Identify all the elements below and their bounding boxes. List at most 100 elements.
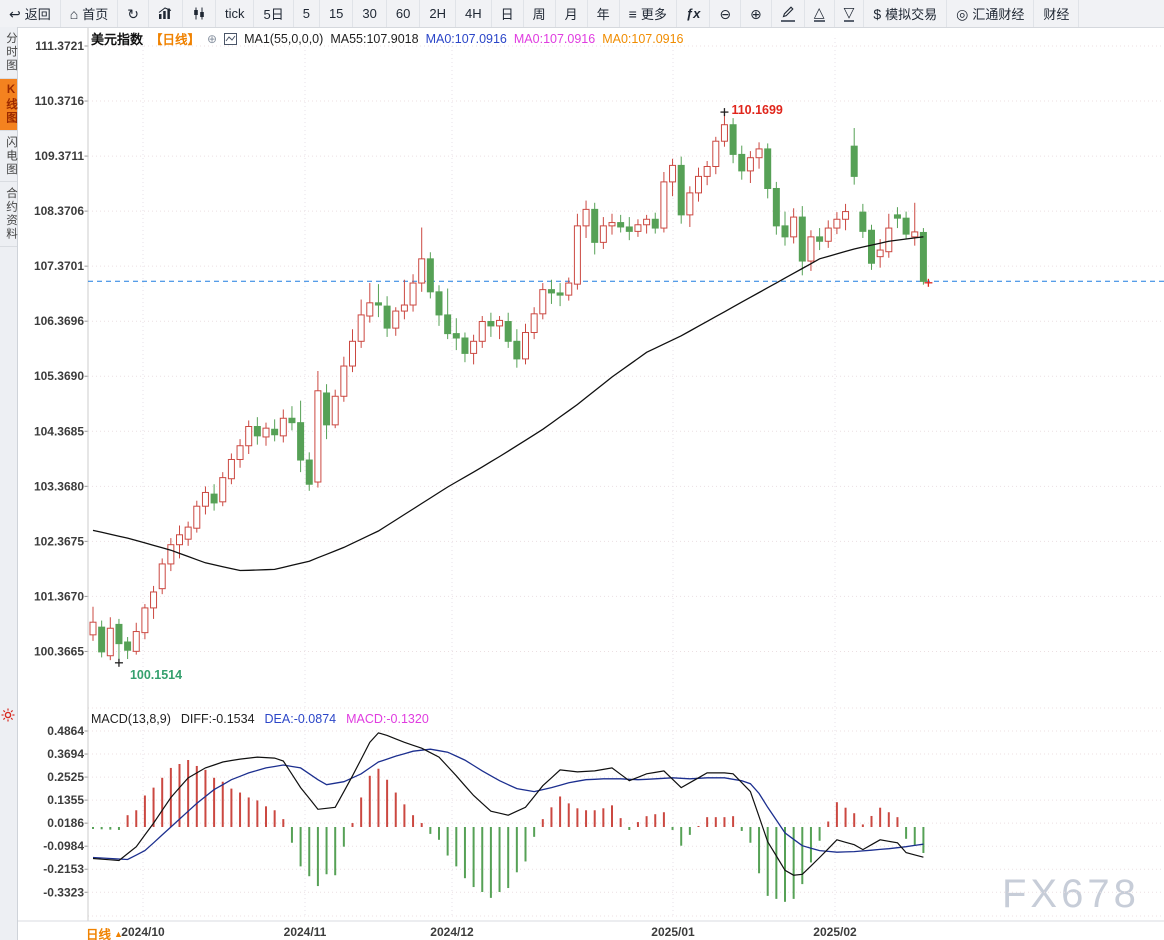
toolbar-label-back: 返回 bbox=[24, 7, 51, 22]
toolbar-button-simulate-trading[interactable]: $ 模拟交易 bbox=[864, 0, 948, 27]
macd-axis-label: -0.0984 bbox=[43, 839, 84, 853]
menu-icon: ≡ bbox=[628, 5, 637, 22]
toolbar-button-period-tick[interactable]: tick bbox=[216, 0, 255, 27]
chevron-up-icon: ▲ bbox=[114, 928, 123, 939]
toolbar-button-period-4h[interactable]: 4H bbox=[456, 0, 492, 27]
candle-body bbox=[617, 222, 625, 228]
toolbar-button-period-30[interactable]: 30 bbox=[353, 0, 387, 27]
triangle-down-icon: ▽ bbox=[843, 4, 855, 22]
toolbar-button-period-5d[interactable]: 5日 bbox=[254, 0, 294, 27]
candle-body bbox=[487, 321, 495, 327]
sidebar-item-lightning[interactable]: 闪电图 bbox=[0, 131, 17, 182]
candle-body bbox=[868, 229, 875, 264]
price-axis-label: 103.3680 bbox=[34, 479, 84, 493]
price-axis-label: 106.3696 bbox=[34, 314, 84, 328]
x-axis-label: 2025/02 bbox=[813, 925, 857, 939]
macd-axis-label: 0.1355 bbox=[47, 793, 84, 807]
toolbar-label-period-60: 60 bbox=[395, 6, 411, 21]
price-axis-label: 100.3665 bbox=[34, 644, 84, 658]
candle-body bbox=[392, 310, 400, 329]
candle-body bbox=[158, 563, 166, 590]
price-axis-label: 111.3721 bbox=[35, 39, 84, 53]
toolbar-button-period-60[interactable]: 60 bbox=[387, 0, 421, 27]
zoom-in-icon: ⊕ bbox=[750, 5, 762, 22]
candle-body bbox=[305, 459, 313, 485]
candle-body bbox=[885, 227, 893, 253]
indicator-settings-icon[interactable] bbox=[1, 708, 15, 727]
toolbar-button-huitong-finance[interactable]: ◎ 汇通财经 bbox=[947, 0, 1035, 27]
gridlines bbox=[0, 27, 1164, 922]
toolbar-label-period-5: 5 bbox=[302, 6, 310, 21]
macd-axis-label: 0.3694 bbox=[47, 747, 84, 761]
period-footer[interactable]: 日线 ▲ bbox=[86, 924, 123, 940]
candle-body bbox=[513, 340, 521, 360]
candle-body bbox=[842, 211, 850, 220]
toolbar-button-period-month[interactable]: 月 bbox=[556, 0, 588, 27]
candle-body bbox=[236, 445, 244, 460]
toolbar-button-period-day[interactable]: 日 bbox=[492, 0, 524, 27]
candle-body bbox=[911, 231, 919, 238]
candle-body bbox=[755, 148, 763, 159]
toolbar-button-period-year[interactable]: 年 bbox=[588, 0, 620, 27]
toolbar-button-period-week[interactable]: 周 bbox=[524, 0, 556, 27]
candle-body bbox=[660, 181, 668, 229]
candle-body bbox=[764, 148, 772, 189]
macd-axis-label: -0.3323 bbox=[43, 885, 84, 899]
toolbar-button-refresh[interactable]: ↻ bbox=[118, 0, 149, 27]
candle-body bbox=[729, 124, 737, 155]
candle-body bbox=[124, 641, 132, 651]
price-axis-label: 109.3711 bbox=[35, 149, 85, 163]
x-axis-label: 2025/01 bbox=[651, 925, 695, 939]
huitong-icon: ◎ bbox=[956, 5, 969, 22]
toolbar-button-zoom-in[interactable]: ⊕ bbox=[741, 0, 772, 27]
chart-type-sidebar: 分时图 K线图 闪电图 合约资料 bbox=[0, 27, 18, 940]
candle-body bbox=[262, 427, 270, 438]
toolbar-button-formula[interactable]: ƒx bbox=[677, 0, 711, 27]
candle-body bbox=[271, 428, 279, 436]
candle-body bbox=[374, 302, 382, 306]
price-axis-label: 110.3716 bbox=[35, 94, 85, 108]
toolbar-button-period-15[interactable]: 15 bbox=[320, 0, 354, 27]
toolbar-label-period-4h: 4H bbox=[464, 6, 482, 21]
toolbar-button-pattern-up[interactable]: △ bbox=[805, 0, 835, 27]
toolbar-button-period-2h[interactable]: 2H bbox=[420, 0, 456, 27]
toolbar-button-pattern-down[interactable]: ▽ bbox=[835, 0, 865, 27]
toolbar-button-chart-type-candles[interactable] bbox=[183, 0, 216, 27]
dollar-icon: $ bbox=[873, 5, 882, 22]
price-axis-label: 108.3706 bbox=[34, 204, 84, 218]
sidebar-item-contract-info[interactable]: 合约资料 bbox=[0, 182, 17, 247]
sidebar-item-time-share[interactable]: 分时图 bbox=[0, 27, 17, 79]
candle-body bbox=[452, 333, 460, 339]
toolbar: ↩ 返回 ⌂ 首页 ↻ tick 5日 5 15 30 60 2H 4H 日周月年 ≡ 更多 ƒx ⊖ ⊕ △ ▽ $ 模拟… bbox=[0, 0, 1164, 28]
price-axis-label: 107.3701 bbox=[34, 259, 84, 273]
candle-body bbox=[556, 292, 564, 296]
candle-body bbox=[279, 417, 287, 437]
toolbar-button-finance[interactable]: 财经 bbox=[1034, 0, 1080, 27]
candle-body bbox=[573, 225, 581, 285]
macd-axis-label: 0.2525 bbox=[47, 770, 84, 784]
candle-body bbox=[357, 314, 365, 342]
candle-body bbox=[781, 225, 789, 238]
candle-body bbox=[599, 225, 607, 243]
candle-body bbox=[115, 623, 123, 645]
candle-body bbox=[669, 164, 677, 183]
candle-body bbox=[444, 314, 452, 335]
candle-body bbox=[297, 422, 305, 461]
toolbar-button-more[interactable]: ≡ 更多 bbox=[620, 0, 677, 27]
bar-chart-icon bbox=[158, 7, 173, 20]
macd-axis-label: -0.2153 bbox=[43, 862, 84, 876]
sidebar-item-kline[interactable]: K线图 bbox=[0, 78, 17, 131]
toolbar-button-draw-tool[interactable] bbox=[772, 0, 805, 27]
toolbar-button-zoom-out[interactable]: ⊖ bbox=[710, 0, 742, 27]
toolbar-button-period-5[interactable]: 5 bbox=[294, 0, 320, 27]
price-axis-label: 102.3675 bbox=[34, 534, 84, 548]
low-annotation: 100.1514 bbox=[130, 668, 182, 682]
toolbar-button-chart-type-bars[interactable] bbox=[149, 0, 183, 27]
x-axis-label: 2024/11 bbox=[284, 925, 327, 939]
candle-body bbox=[850, 145, 858, 177]
candle-body bbox=[625, 226, 633, 232]
axis-labels: 111.3721 110.3716 109.3711 108.3706 107.3701… bbox=[34, 39, 857, 939]
toolbar-button-back[interactable]: ↩ 返回 bbox=[0, 0, 61, 27]
toolbar-button-home[interactable]: ⌂ 首页 bbox=[61, 0, 119, 27]
